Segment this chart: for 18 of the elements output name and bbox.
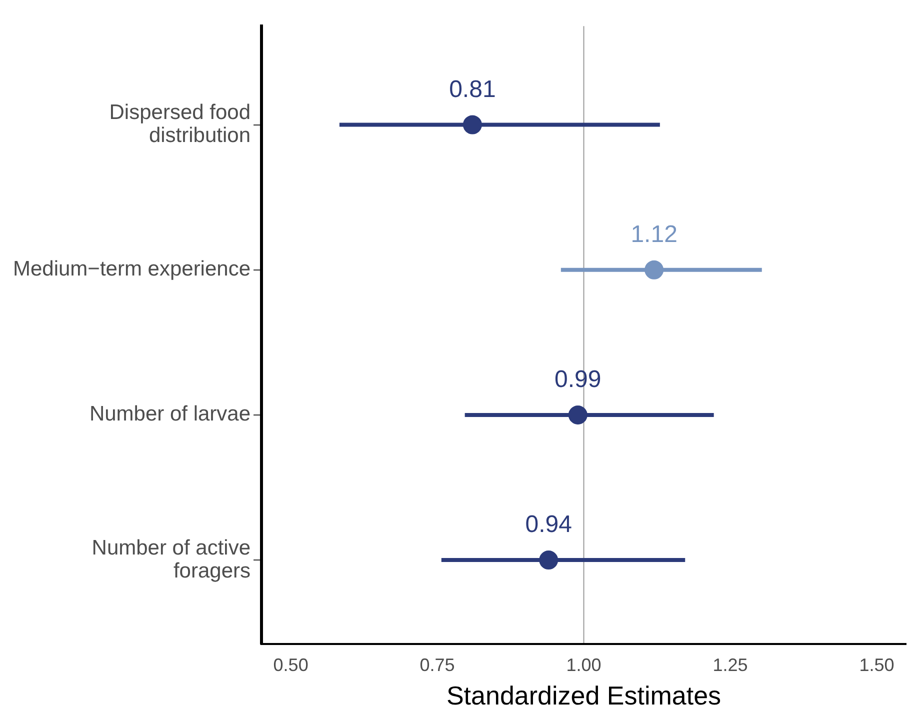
point (644, 260, 664, 280)
data-label: 0.94 (525, 511, 572, 538)
point (568, 405, 588, 424)
x-tick-label: 1.00 (566, 654, 602, 675)
y-tick-label: Number of larvae (89, 402, 251, 426)
y-tick-label: Medium−term experience (12, 258, 251, 281)
point (462, 115, 482, 134)
x-tick-label: 1.25 (712, 654, 748, 675)
data-label: 1.12 (630, 220, 678, 248)
point (539, 550, 558, 570)
y-tick-label: Dispersed food distribution (109, 101, 251, 148)
data-label: 0.99 (554, 366, 602, 393)
x-tick-label: 1.50 (859, 654, 894, 675)
x-axis-title: Standardized Estimates (446, 680, 722, 711)
x-tick-label: 0.50 (273, 654, 308, 675)
y-tick-label: Number of active foragers (92, 536, 251, 582)
data-label: 0.81 (449, 76, 496, 103)
x-tick-label: 0.75 (420, 654, 455, 675)
